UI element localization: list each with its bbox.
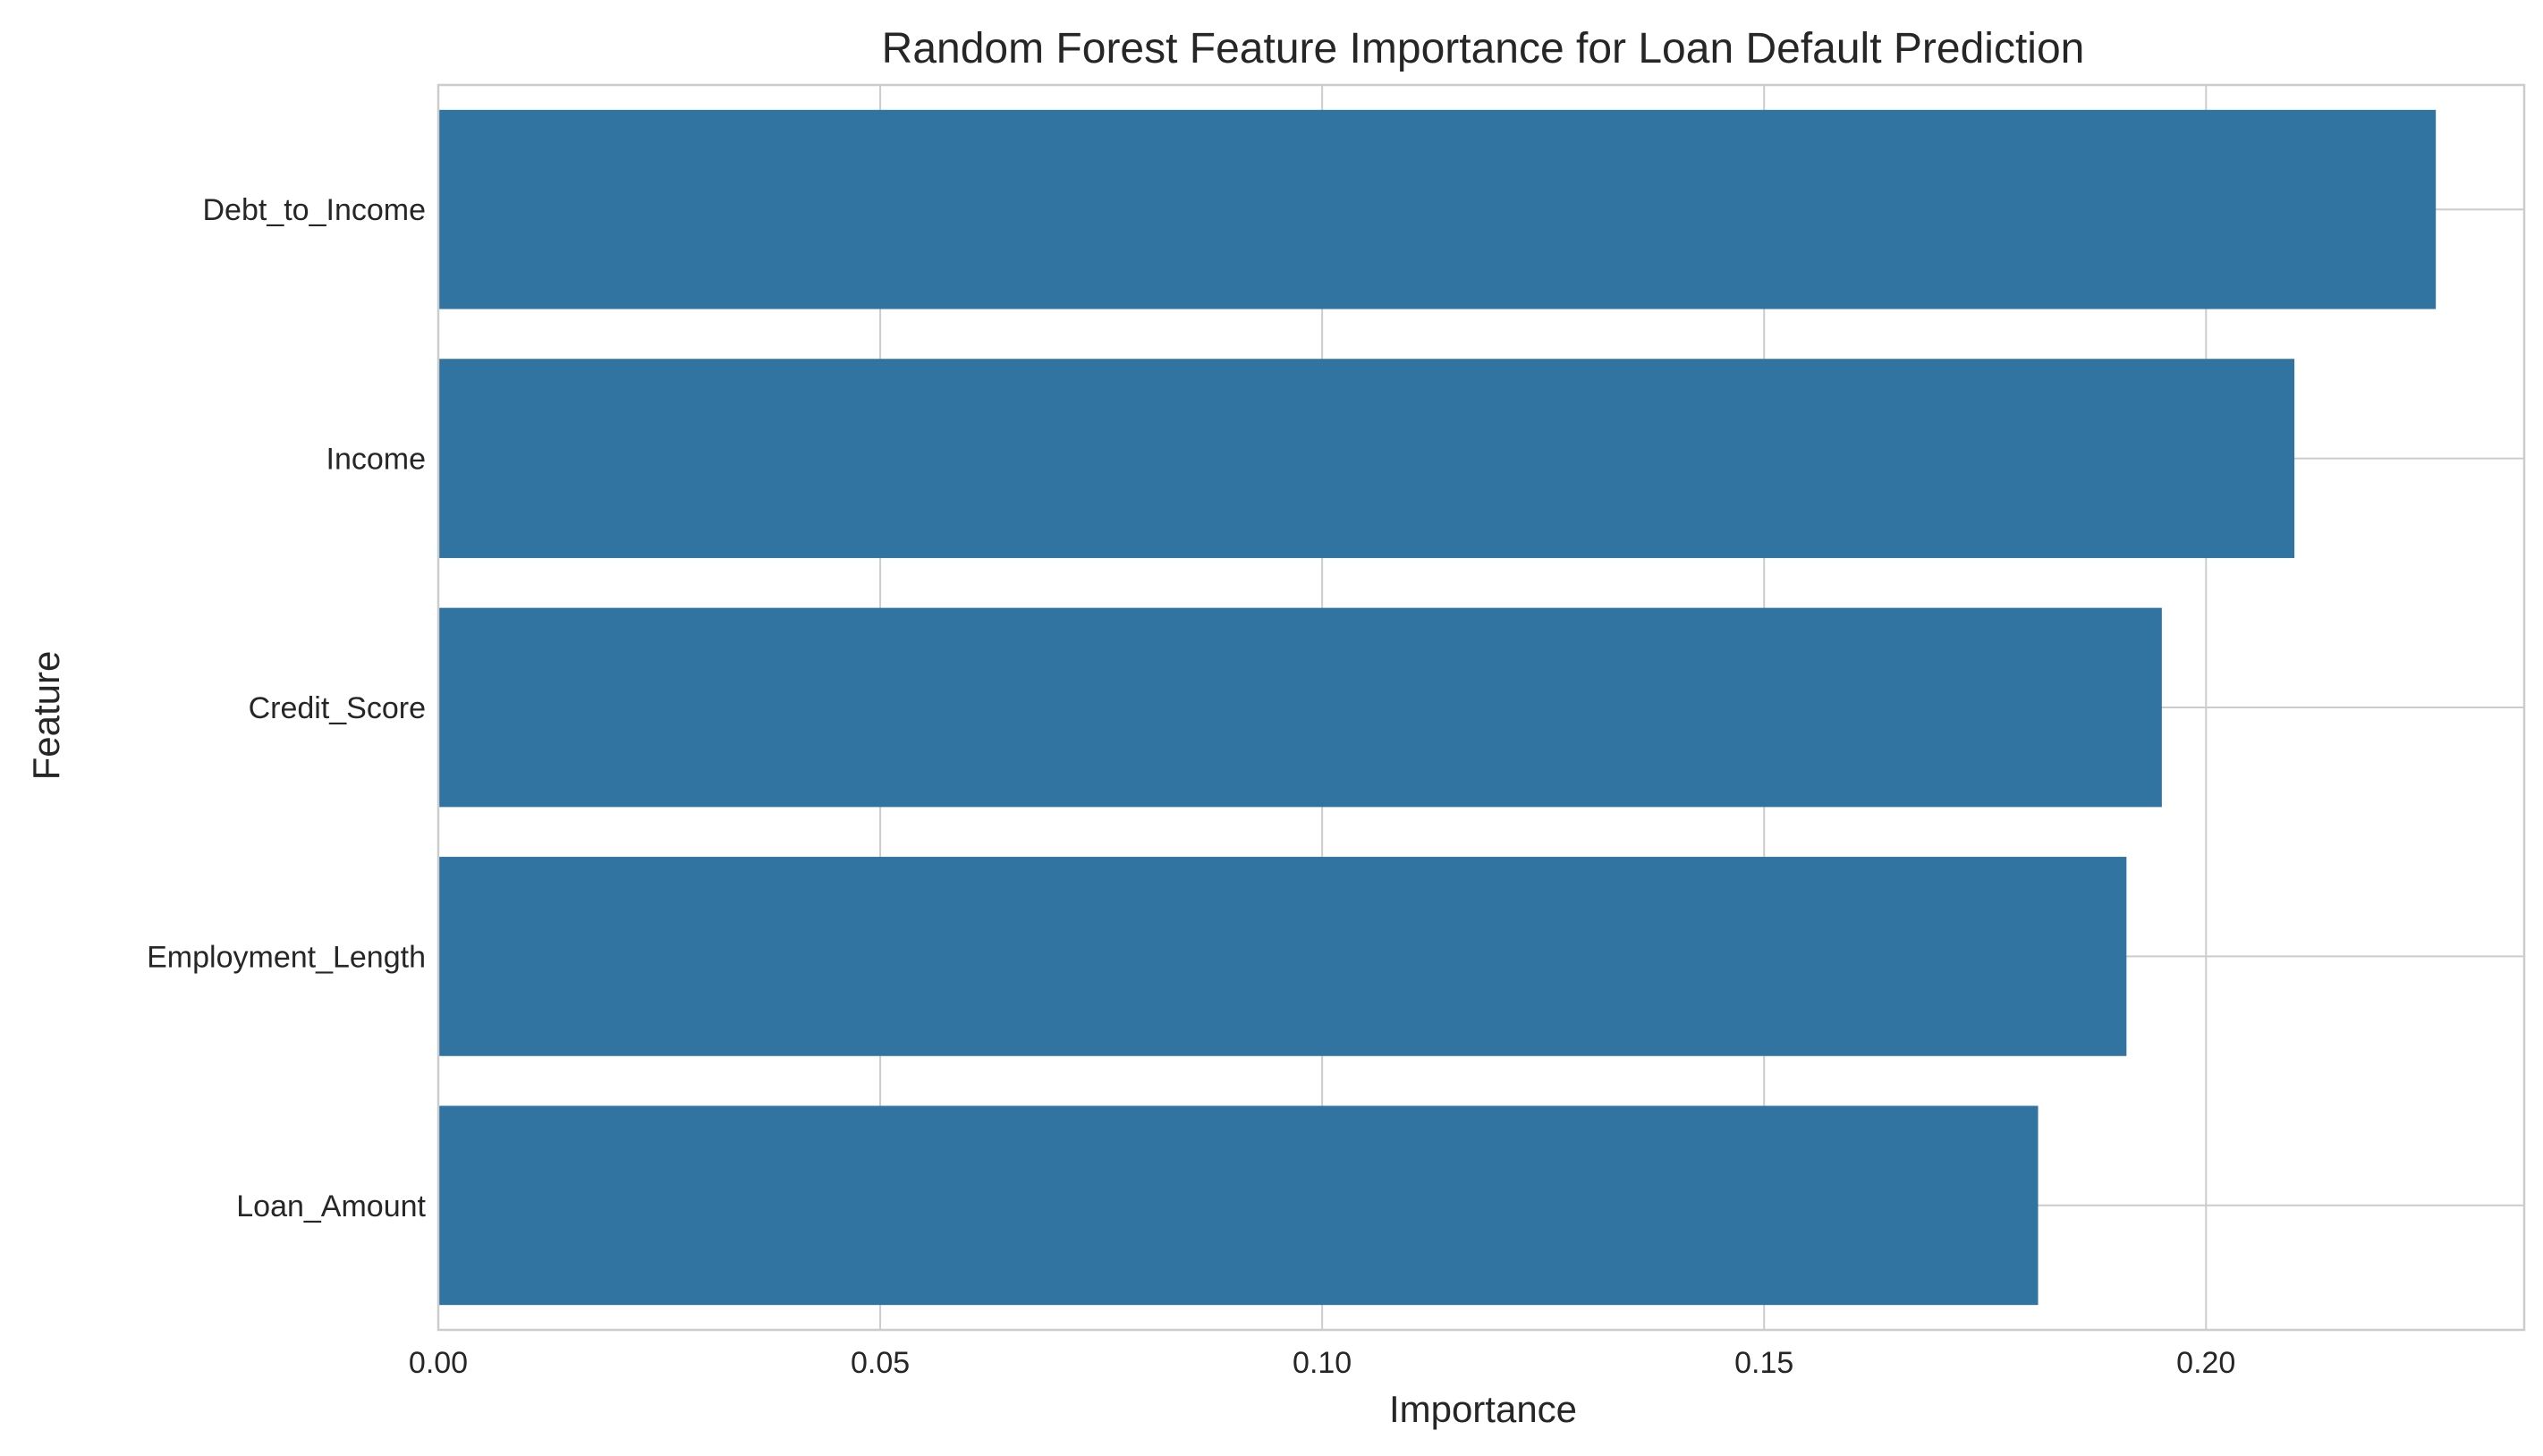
plot-frame (437, 83, 2526, 1332)
x-tick-label: 0.05 (851, 1346, 910, 1380)
x-tick-label: 0.00 (409, 1346, 468, 1380)
y-tick-label: Income (326, 443, 427, 477)
y-tick-labels: Debt_to_Income Income Credit_Score Employme… (147, 193, 426, 1223)
bar (438, 359, 2295, 558)
x-axis-label: Importance (1389, 1388, 1577, 1430)
y-tick-label: Credit_Score (249, 691, 426, 725)
y-tick-label: Loan_Amount (236, 1189, 426, 1223)
x-tick-label: 0.20 (2176, 1346, 2235, 1380)
y-tick-label: Debt_to_Income (203, 193, 427, 227)
y-axis-label: Feature (25, 651, 67, 781)
bar (438, 109, 2437, 309)
y-tick-label: Employment_Length (147, 940, 426, 974)
bars (438, 109, 2437, 1306)
bar (438, 857, 2127, 1056)
bar (438, 607, 2162, 808)
x-tick-label: 0.15 (1734, 1346, 1793, 1380)
bar (438, 1105, 2039, 1306)
x-tick-label: 0.10 (1293, 1346, 1352, 1380)
plot-border (437, 83, 2526, 1332)
x-tick-labels: 0.00 0.05 0.10 0.15 0.20 (409, 1346, 2235, 1380)
chart-title: Random Forest Feature Importance for Loa… (882, 25, 2085, 72)
